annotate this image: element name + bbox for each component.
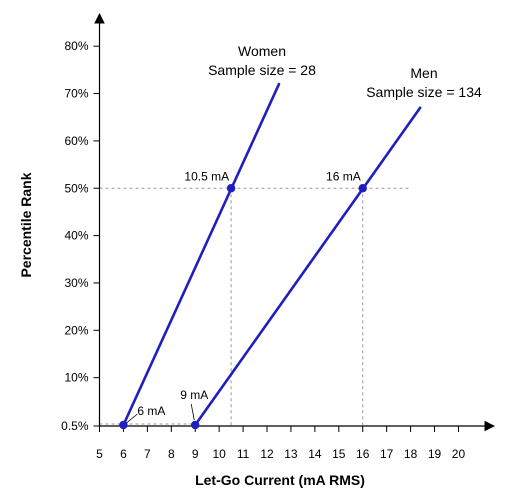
x-tick-label: 5 xyxy=(96,447,103,461)
x-tick-label: 14 xyxy=(308,447,322,461)
annotation-label: 6 mA xyxy=(137,404,165,418)
women-data-point xyxy=(119,420,128,430)
x-tick-label: 7 xyxy=(144,447,151,461)
x-tick-label: 13 xyxy=(284,447,298,461)
y-tick-label: 10% xyxy=(64,371,88,385)
y-axis-label: Percentile Rank xyxy=(18,172,34,277)
axes xyxy=(94,12,496,432)
x-tick-label: 9 xyxy=(192,447,199,461)
y-tick-label: 60% xyxy=(64,134,88,148)
x-tick-label: 8 xyxy=(168,447,175,461)
y-tick-label: 40% xyxy=(64,229,88,243)
x-tick-label: 20 xyxy=(452,447,466,461)
x-tick-label: 17 xyxy=(380,447,394,461)
reference-lines xyxy=(99,187,410,426)
annotation-label: 16 mA xyxy=(326,169,361,183)
y-tick-label: 80% xyxy=(64,39,88,53)
annotation-leader-9ma xyxy=(190,403,195,421)
x-ticks: 5 6 7 8 9 10 11 12 13 14 15 16 17 18 19 20 xyxy=(96,426,465,461)
men-data-point xyxy=(191,420,200,430)
annotations: 10.5 mA 16 mA 6 mA 9 mA xyxy=(126,169,361,424)
men-sample-size: Sample size = 134 xyxy=(366,84,482,100)
women-series-name: Women xyxy=(238,43,286,59)
y-tick-label: 20% xyxy=(64,323,88,337)
y-tick-label: 0.5% xyxy=(61,419,89,433)
y-tick-label: 70% xyxy=(64,87,88,101)
x-tick-label: 6 xyxy=(120,447,127,461)
x-tick-label: 16 xyxy=(356,447,370,461)
annotation-leader-6ma xyxy=(126,413,138,424)
y-ticks: 0.5% 10% 20% 30% 40% 50% 60% 70% 80% xyxy=(61,39,100,433)
x-tick-label: 10 xyxy=(212,447,226,461)
men-series-name: Men xyxy=(410,65,437,81)
annotation-label: 10.5 mA xyxy=(184,169,229,183)
x-tick-label: 12 xyxy=(260,447,274,461)
x-tick-label: 11 xyxy=(237,447,250,461)
x-tick-label: 19 xyxy=(428,447,442,461)
men-series-line xyxy=(193,106,422,427)
y-tick-label: 50% xyxy=(64,181,88,195)
x-tick-label: 18 xyxy=(404,447,418,461)
y-tick-label: 30% xyxy=(64,276,88,290)
women-series-line xyxy=(122,82,281,427)
annotation-label: 9 mA xyxy=(180,388,208,402)
women-sample-size: Sample size = 28 xyxy=(208,62,316,78)
series xyxy=(119,82,422,430)
x-tick-label: 15 xyxy=(332,447,346,461)
men-data-point xyxy=(358,184,367,193)
x-axis-label: Let-Go Current (mA RMS) xyxy=(195,472,365,488)
women-data-point xyxy=(226,184,236,193)
